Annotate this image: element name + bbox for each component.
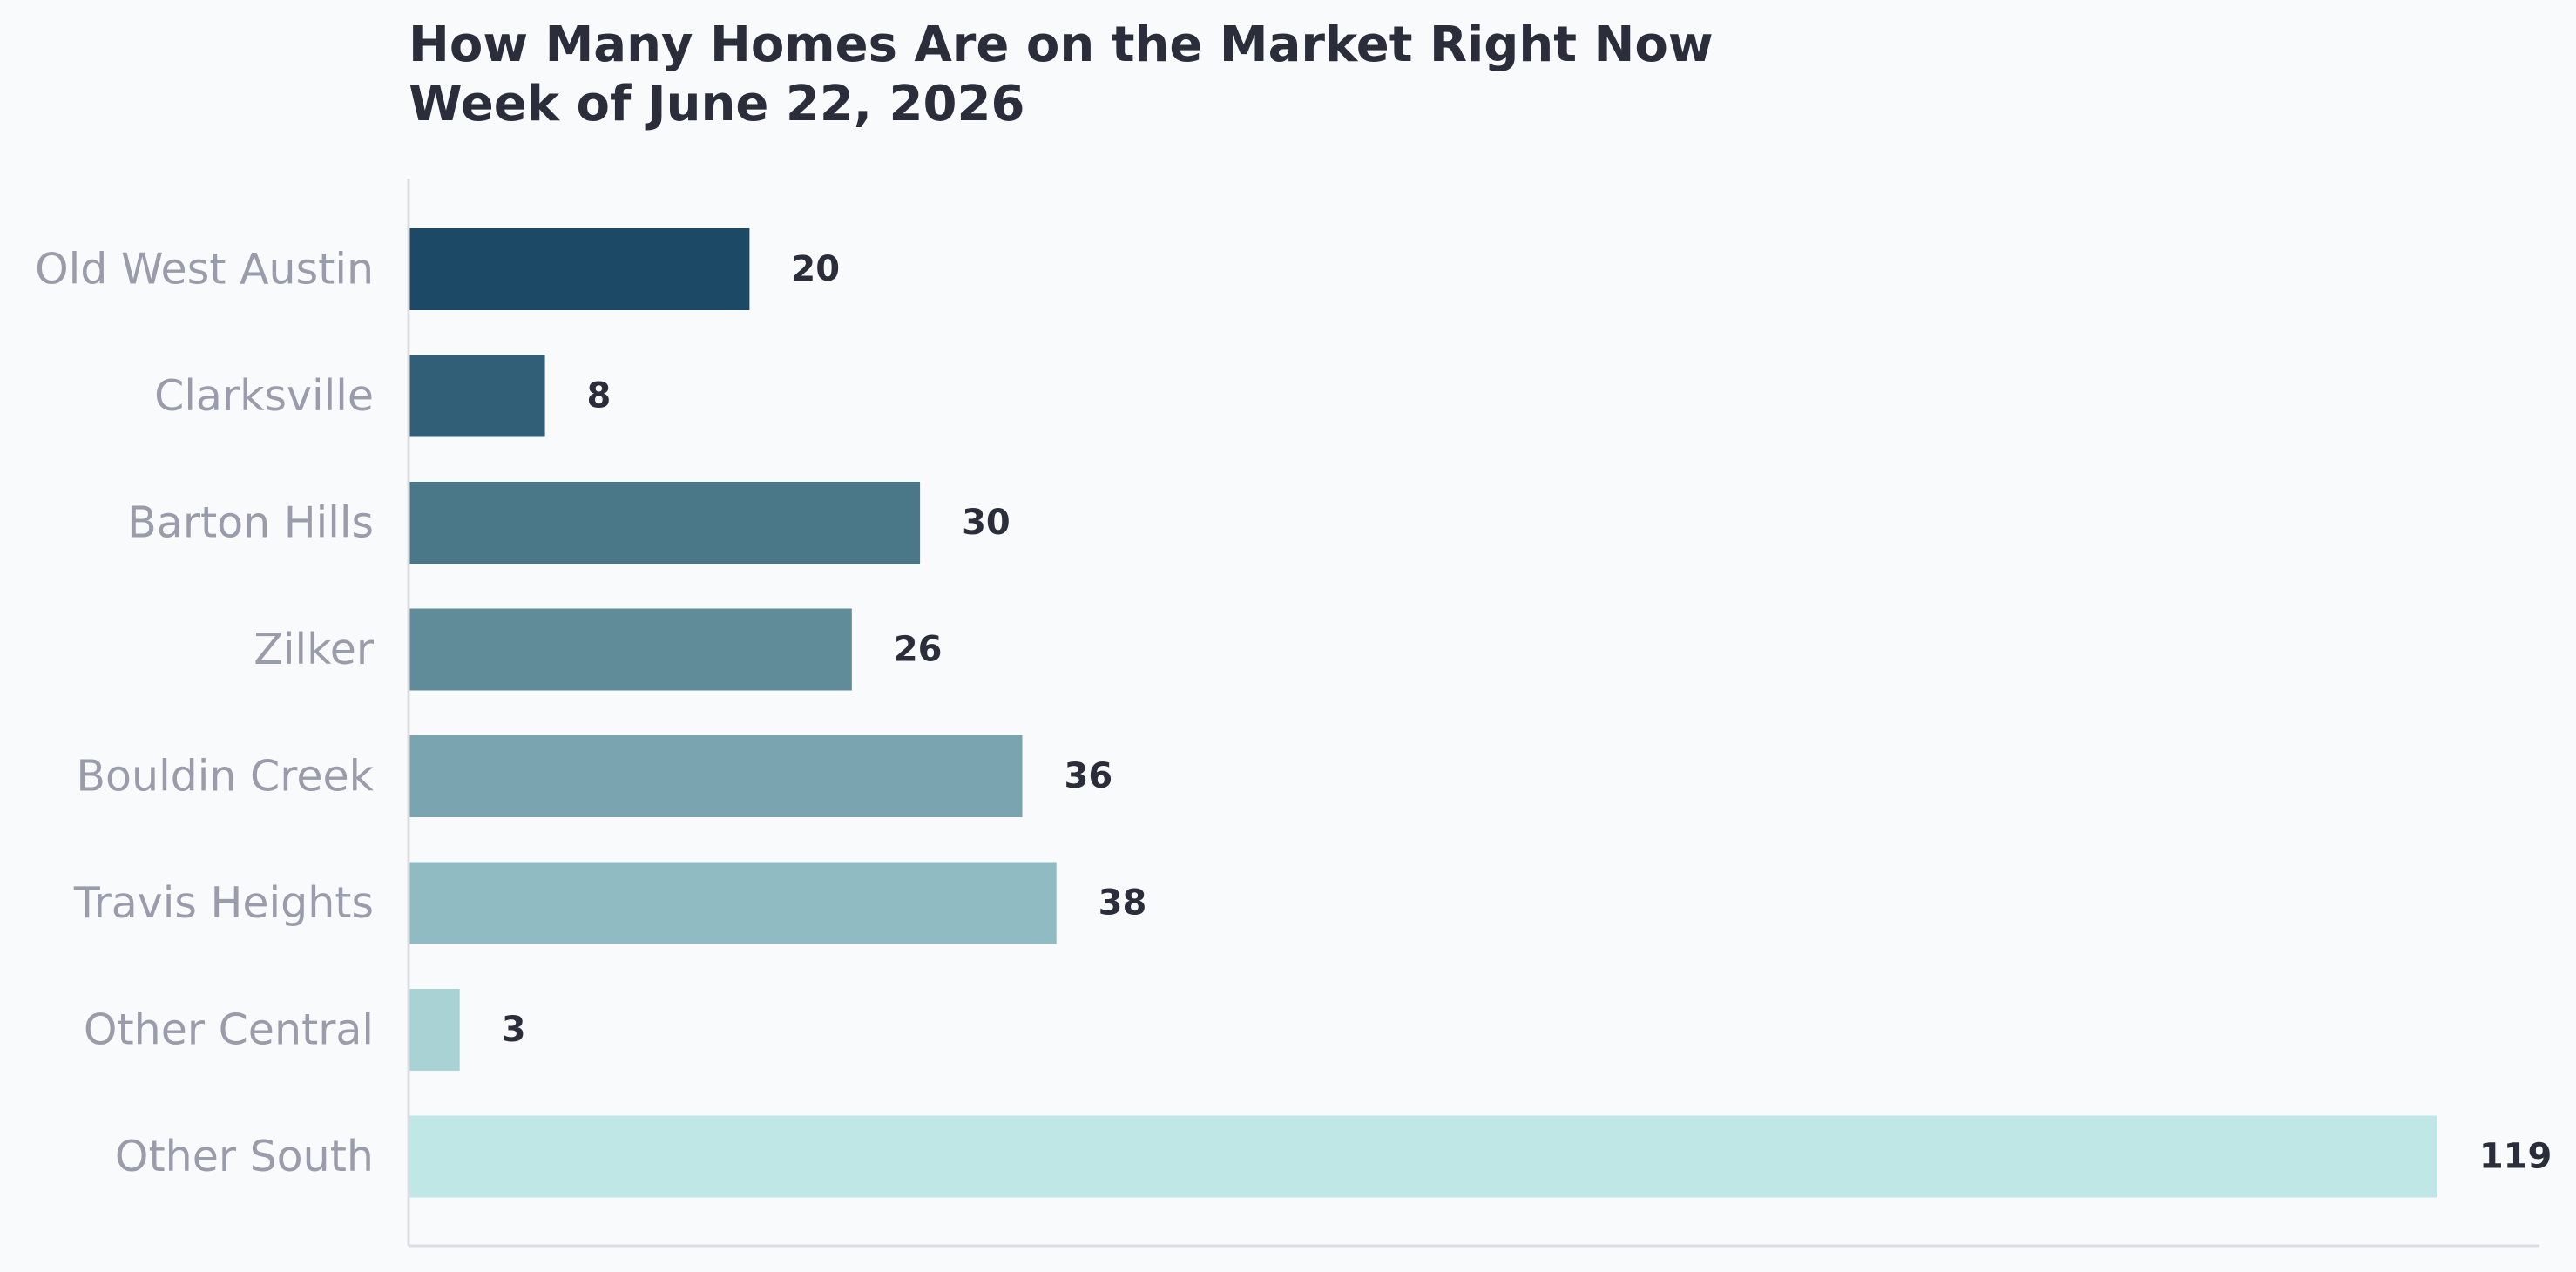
chart-title-line-1: How Many Homes Are on the Market Right N… xyxy=(409,17,1714,73)
chart-title-line-2: Week of June 22, 2026 xyxy=(409,76,1025,132)
value-label-travis-heights: 38 xyxy=(1099,883,1147,924)
value-label-other-south: 119 xyxy=(2479,1137,2552,1177)
category-label-old-west-austin: Old West Austin xyxy=(35,245,374,294)
value-label-old-west-austin: 20 xyxy=(791,249,840,289)
category-label-bouldin-creek: Bouldin Creek xyxy=(76,752,374,802)
bar-other-central xyxy=(409,989,460,1071)
category-label-zilker: Zilker xyxy=(254,625,375,674)
bar-bouldin-creek xyxy=(409,735,1023,817)
bar-clarksville xyxy=(409,355,545,437)
category-label-clarksville: Clarksville xyxy=(154,371,374,421)
value-label-other-central: 3 xyxy=(502,1010,526,1050)
category-label-barton-hills: Barton Hills xyxy=(127,498,374,548)
category-label-other-central: Other Central xyxy=(84,1005,374,1055)
bar-other-south xyxy=(409,1115,2437,1198)
category-label-travis-heights: Travis Heights xyxy=(73,878,374,928)
bar-barton-hills xyxy=(409,482,921,564)
bar-zilker xyxy=(409,608,852,691)
chart-title: How Many Homes Are on the Market Right N… xyxy=(409,16,1714,134)
value-label-clarksville: 8 xyxy=(587,376,612,416)
value-label-zilker: 26 xyxy=(894,630,943,670)
bar-old-west-austin xyxy=(409,228,750,310)
bars-group: Old West Austin 20 Clarksville 8 Barton Hill… xyxy=(35,228,2552,1198)
value-label-barton-hills: 30 xyxy=(962,503,1011,543)
bar-travis-heights xyxy=(409,862,1057,944)
category-label-other-south: Other South xyxy=(115,1132,374,1181)
value-label-bouldin-creek: 36 xyxy=(1065,756,1113,796)
